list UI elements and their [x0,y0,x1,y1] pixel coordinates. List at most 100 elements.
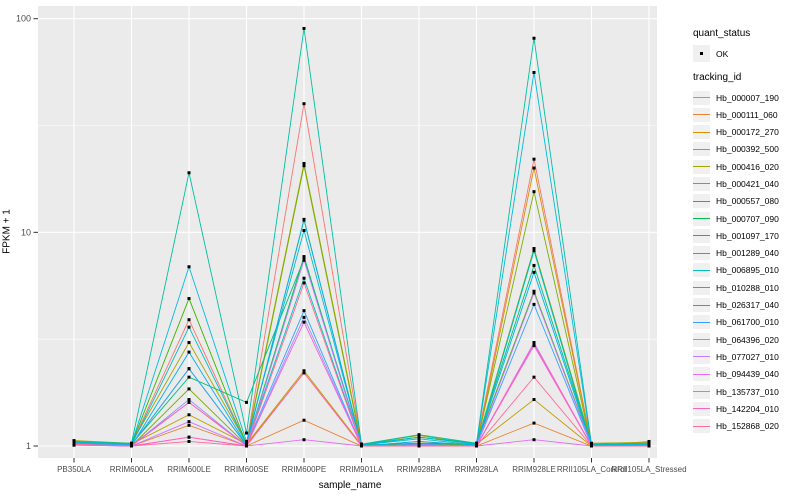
data-point [302,438,306,442]
legend-item-Hb_135737_010: Hb_135737_010 [693,383,799,400]
legend-item-Hb_094439_040: Hb_094439_040 [693,366,799,383]
legend-item-Hb_152868_020: Hb_152868_020 [693,418,799,435]
data-point [532,289,536,293]
legend-item-label: Hb_094439_040 [716,369,779,380]
data-point [532,70,536,74]
data-point [245,400,248,404]
x-tick-label: RRIM928LA [455,465,499,474]
data-point [72,442,76,446]
legend-item-label: Hb_000111_060 [716,109,778,120]
data-point [417,435,421,439]
data-point [532,263,536,267]
data-point [187,325,191,329]
legend-item-Hb_000007_190: Hb_000007_190 [693,89,799,106]
line-swatch-icon [693,148,710,150]
data-point [187,265,191,269]
data-point [187,423,191,427]
data-point [187,439,191,443]
x-tick-label: RRIM928BA [397,465,442,474]
y-tick-label: 1 [26,441,31,451]
data-point [417,437,421,441]
data-point [187,367,191,371]
data-point [532,36,536,40]
data-point [187,435,191,439]
data-point [302,217,306,221]
x-tick-label: RRII105LA_Control [557,465,627,474]
data-point [302,26,306,30]
data-point [245,444,248,448]
legend-tracking-id-block: tracking_id Hb_000007_190 Hb_000111_060 Hb… [693,72,799,435]
legend-key-line [693,246,710,261]
x-tick-label: RRIM901LA [340,465,384,474]
legend-key-line [693,194,710,209]
data-point [532,398,536,402]
legend-item-Hb_001097_170: Hb_001097_170 [693,227,799,244]
legend-key-line [693,349,710,364]
data-point [187,400,191,404]
legend-item-label: Hb_000421_040 [716,178,779,189]
legend-item-Hb_006895_010: Hb_006895_010 [693,262,799,279]
legend-item-Hb_064396_020: Hb_064396_020 [693,331,799,348]
y-tick-label: 100 [16,14,31,24]
data-point [302,102,306,106]
legend-key-line [693,298,710,313]
line-swatch-icon [693,218,710,220]
line-swatch-icon [693,97,710,98]
data-point [302,309,306,313]
data-point [302,255,306,259]
line-swatch-icon [693,235,710,237]
data-point [532,375,536,379]
legend-item-Hb_000421_040: Hb_000421_040 [693,175,799,192]
data-point [302,276,306,280]
legend-item-Hb_000172_270: Hb_000172_270 [693,124,799,141]
data-point [532,302,536,306]
legend-quant-item: OK [693,45,799,62]
data-point [532,157,536,161]
legend-key-line [693,159,710,174]
line-swatch-icon [693,114,710,116]
data-point [245,439,248,443]
x-axis-title: sample_name [318,480,382,491]
legend-item-Hb_000557_080: Hb_000557_080 [693,193,799,210]
line-swatch-icon [693,408,710,410]
legend-tracking-entries: Hb_000007_190 Hb_000111_060 Hb_000172_270 H… [693,89,799,435]
legend-key-line [693,90,710,105]
line-swatch-icon [693,391,710,393]
legend-item-label: Hb_026317_040 [716,300,779,311]
legend-item-label: Hb_000416_020 [716,161,779,172]
legend-item-label: Hb_135737_010 [716,386,779,397]
line-swatch-icon [693,321,710,323]
data-point [532,341,536,345]
data-point [532,166,536,170]
data-point [187,350,191,354]
x-tick-label: RRII105LA_Stressed [611,465,686,474]
legend-item-Hb_142204_010: Hb_142204_010 [693,400,799,417]
data-point [187,341,191,345]
point-marker-icon [700,52,703,55]
line-swatch-icon [693,356,710,358]
data-point [302,161,306,165]
x-tick-label: RRIM600SE [224,465,268,474]
legend-key-line [693,228,710,243]
line-swatch-icon [693,425,710,427]
legend-key-line [693,401,710,416]
data-point [532,342,536,346]
data-point [302,164,306,168]
line-swatch-icon [693,252,710,254]
data-point [532,249,536,253]
data-point [130,444,133,448]
data-point [187,387,191,391]
data-point [302,369,306,373]
legend-item-Hb_000111_060: Hb_000111_060 [693,106,799,123]
legend-item-Hb_000707_090: Hb_000707_090 [693,210,799,227]
legend-item-label: Hb_064396_020 [716,334,779,345]
legend-item-Hb_026317_040: Hb_026317_040 [693,297,799,314]
data-point [302,418,306,422]
data-point [417,439,421,443]
line-swatch-icon [693,339,710,341]
data-point [475,444,478,448]
data-point [532,344,536,348]
legend-item-label: Hb_000007_190 [716,92,779,103]
data-point [302,371,306,375]
data-point [187,171,191,175]
